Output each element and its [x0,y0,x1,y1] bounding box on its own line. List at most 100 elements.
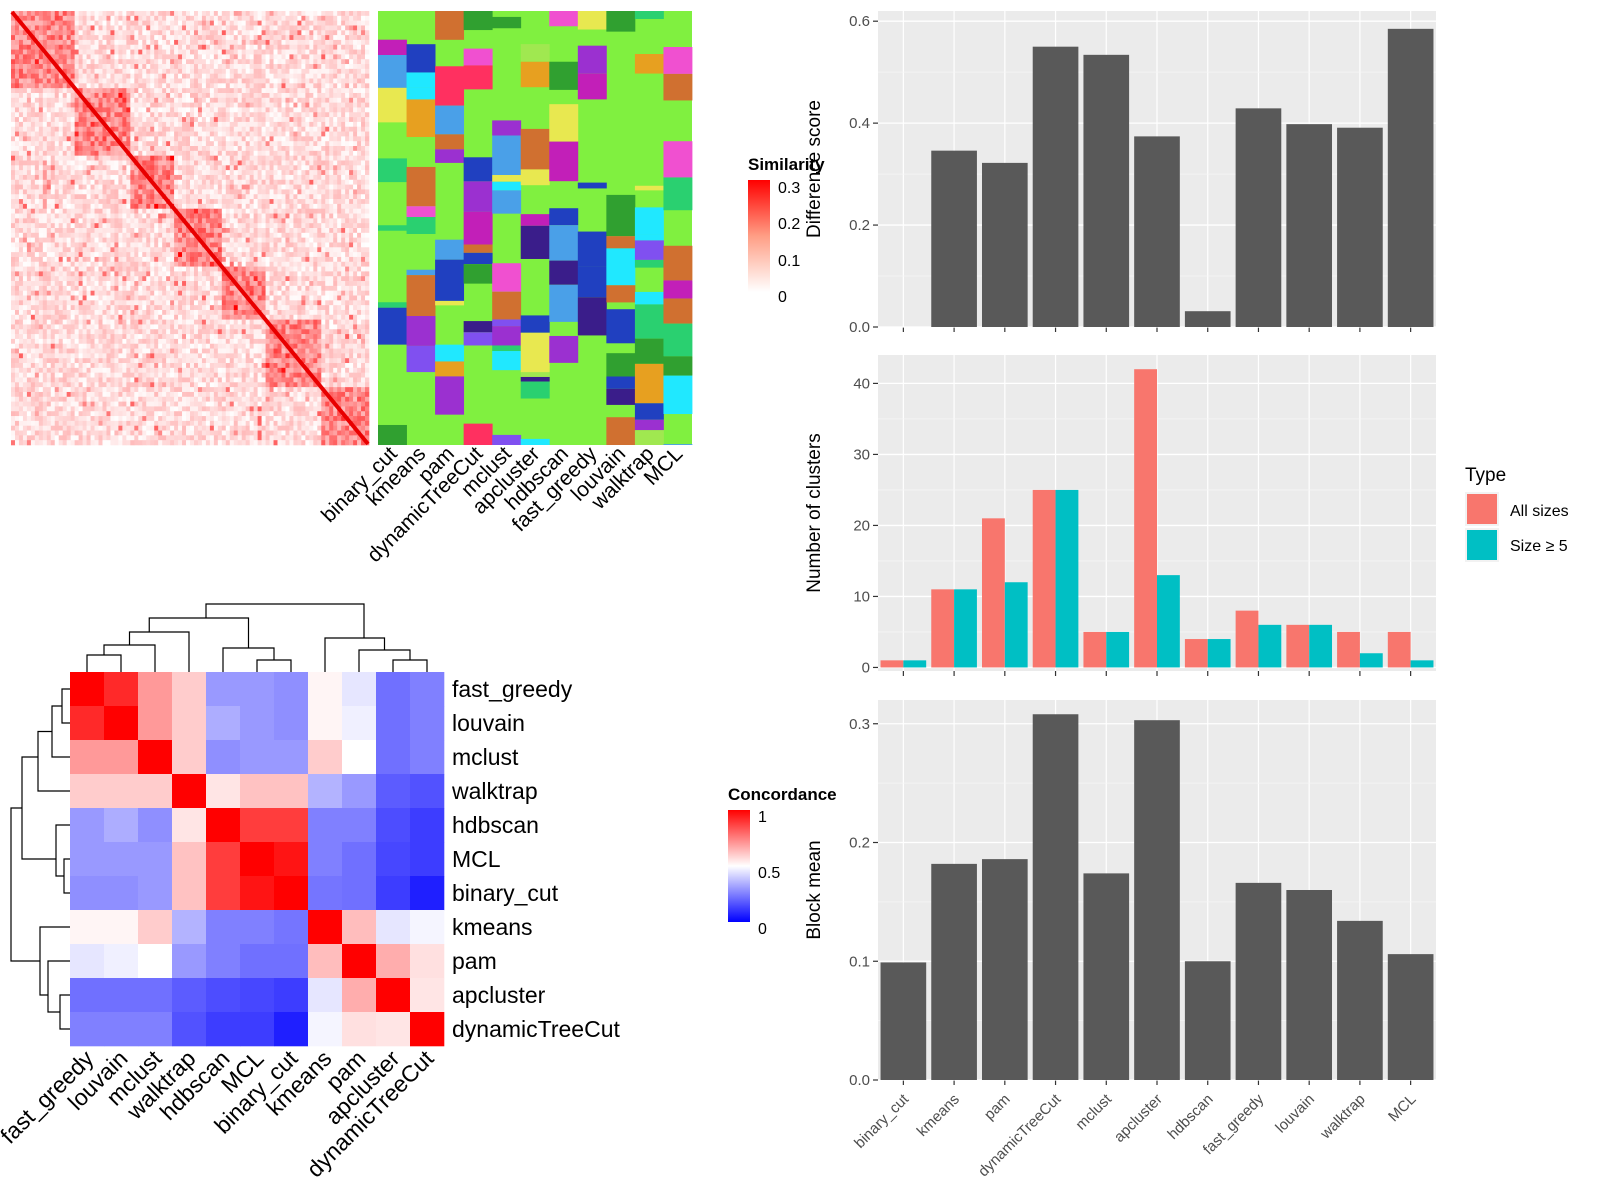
similarity-cell [134,271,139,277]
similarity-cell [146,97,151,103]
similarity-cell [333,223,338,229]
similarity-cell [178,88,183,94]
similarity-cell [265,174,270,181]
similarity-cell [201,78,207,84]
similarity-cell [98,146,103,152]
similarity-cell [134,121,139,128]
similarity-cell [11,155,16,161]
similarity-cell [70,44,75,50]
similarity-cell [150,59,155,65]
similarity-cell [365,102,370,108]
similarity-cell [225,146,231,152]
similarity-cell [126,117,131,123]
similarity-cell [42,165,48,171]
similarity-cell [11,20,16,26]
similarity-cell [209,242,215,248]
similarity-cell [253,203,258,210]
similarity-cell [317,160,322,166]
similarity-cell [154,39,159,46]
similarity-cell [221,54,227,60]
similarity-cell [237,237,243,243]
similarity-cell [261,155,266,161]
similarity-cell [178,261,183,267]
similarity-cell [118,88,123,94]
similarity-cell [110,223,115,229]
similarity-cell [241,131,246,137]
similarity-cell [130,49,135,55]
similarity-cell [26,213,32,219]
similarity-cell [293,112,298,118]
similarity-cell [186,150,191,156]
similarity-cell [265,189,270,195]
similarity-cell [345,189,350,195]
similarity-cell [70,170,75,176]
similarity-cell [209,131,215,137]
similarity-cell [42,174,48,181]
similarity-cell [86,160,91,166]
similarity-cell [174,146,179,152]
similarity-cell [106,271,111,277]
similarity-cell [74,155,79,161]
similarity-cell [357,218,362,224]
similarity-cell [94,35,99,41]
similarity-cell [190,213,195,219]
similarity-cell [50,112,56,118]
similarity-cell [30,73,36,79]
similarity-cell [217,199,223,205]
similarity-cell [349,49,354,55]
similarity-cell [281,213,286,219]
similarity-cell [329,256,334,263]
similarity-cell [34,252,40,258]
similarity-cell [30,44,36,50]
similarity-cell [229,194,235,200]
similarity-cell [301,232,306,238]
similarity-cell [353,97,358,103]
similarity-cell [269,39,274,46]
similarity-cell [86,39,91,46]
similarity-cell [269,170,274,176]
similarity-cell [277,218,282,224]
similarity-cell [305,256,310,263]
similarity-cell [365,146,370,152]
similarity-cell [106,117,111,123]
similarity-cell [209,155,215,161]
similarity-cell [142,276,147,282]
similarity-cell [74,194,79,200]
similarity-cell [325,131,330,137]
similarity-cell [329,237,334,243]
similarity-cell [309,179,314,185]
similarity-cell [273,256,278,263]
similarity-cell [241,155,246,161]
similarity-cell [110,189,115,195]
similarity-cell [221,146,227,152]
similarity-cell [130,256,135,263]
similarity-cell [333,83,338,89]
similarity-cell [70,78,75,84]
similarity-cell [205,252,211,258]
similarity-cell [205,64,211,70]
similarity-cell [293,256,298,263]
similarity-cell [301,112,306,118]
similarity-cell [74,25,79,31]
similarity-cell [225,25,231,31]
similarity-cell [229,15,235,21]
similarity-cell [245,189,250,195]
similarity-cell [313,170,318,176]
similarity-cell [297,261,302,267]
similarity-cell [70,102,75,108]
similarity-cell [289,155,294,161]
similarity-cell [62,155,67,161]
similarity-cell [62,232,67,238]
similarity-cell [14,102,20,108]
similarity-cell [142,83,147,89]
similarity-cell [237,107,243,113]
similarity-cell [341,92,346,99]
similarity-cell [130,170,135,176]
similarity-cell [150,131,155,137]
similarity-cell [349,218,354,224]
similarity-cell [114,68,119,74]
similarity-cell [78,54,83,60]
similarity-cell [337,232,342,238]
similarity-cell [82,203,87,210]
similarity-cell [289,30,294,36]
